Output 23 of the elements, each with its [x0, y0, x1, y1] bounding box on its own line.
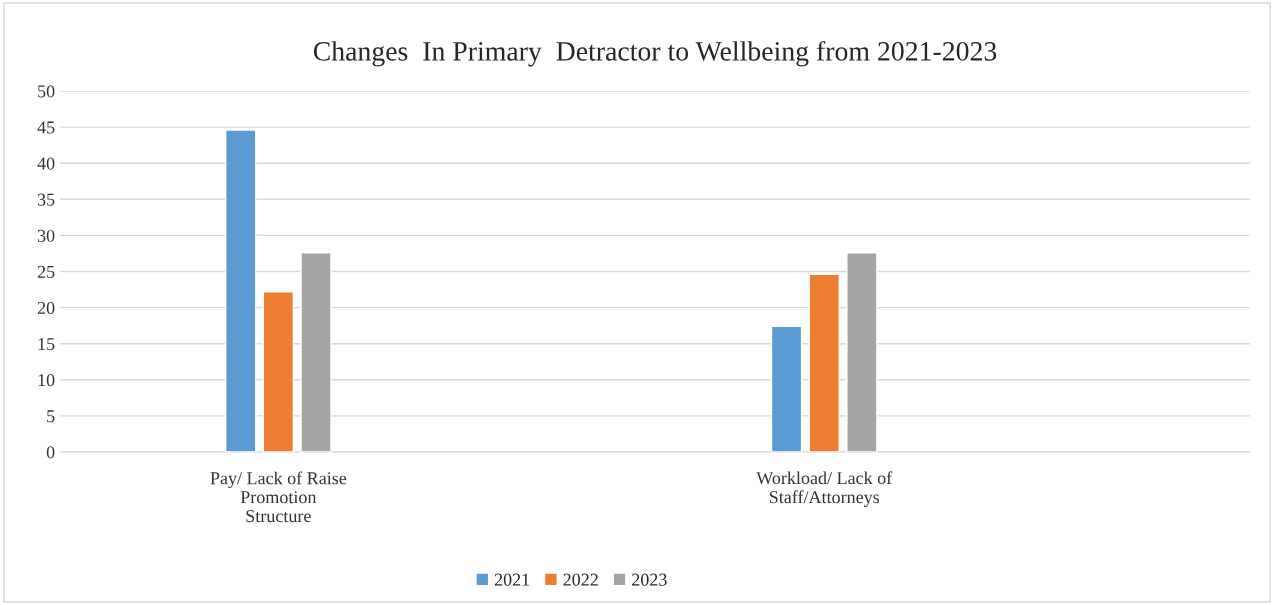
bar	[300, 252, 332, 452]
x-tick-label: Pay/ Lack of Raise Promotion Structure	[210, 471, 347, 523]
bar	[770, 325, 803, 452]
bar	[224, 129, 257, 452]
bar	[808, 273, 840, 452]
y-tick-label: 25	[37, 265, 55, 278]
y-tick-label: 0	[46, 446, 55, 459]
y-tick-label: 5	[47, 410, 55, 423]
y-tick-label: 40	[37, 157, 55, 170]
bar	[846, 252, 878, 452]
y-tick-label: 20	[37, 301, 55, 315]
y-tick-label: 35	[37, 193, 55, 206]
chart-title: Changes In Primary Detractor to Wellbeing from 2021-2023	[313, 40, 997, 67]
legend-label: 2022	[563, 573, 598, 586]
y-tick-label: 50	[38, 85, 55, 98]
y-tick-label: 15	[38, 338, 55, 351]
y-tick-label: 30	[37, 229, 55, 242]
y-tick-label: 10	[38, 374, 55, 387]
y-tick-label: 45	[37, 121, 55, 134]
bar	[262, 291, 295, 452]
legend-label: 2021	[494, 573, 530, 586]
x-tick-label: Workload/ Lack of Staff/Attorneys	[756, 471, 893, 507]
legend-label: 2023	[632, 573, 667, 586]
